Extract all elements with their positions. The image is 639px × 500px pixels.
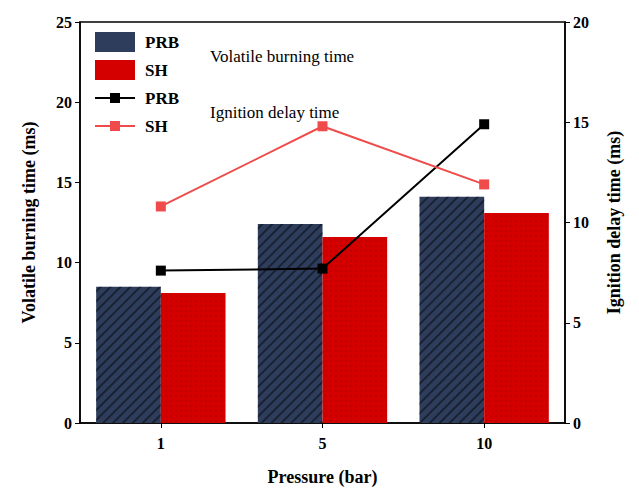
svg-text:0: 0: [64, 415, 72, 432]
svg-text:Volatile burning time (ms): Volatile burning time (ms): [19, 122, 40, 324]
svg-text:25: 25: [56, 14, 72, 31]
svg-text:15: 15: [573, 114, 589, 131]
svg-text:Ignition delay time (ms): Ignition delay time (ms): [604, 131, 625, 315]
svg-text:PRB: PRB: [145, 33, 179, 52]
svg-text:Volatile burning time: Volatile burning time: [210, 47, 354, 66]
svg-text:0: 0: [573, 415, 581, 432]
svg-text:10: 10: [476, 435, 492, 452]
svg-text:10: 10: [56, 254, 72, 271]
svg-text:PRB: PRB: [145, 89, 179, 108]
svg-text:20: 20: [56, 94, 72, 111]
svg-text:SH: SH: [145, 117, 168, 136]
svg-text:SH: SH: [145, 61, 168, 80]
svg-text:5: 5: [64, 334, 72, 351]
svg-text:10: 10: [573, 214, 589, 231]
svg-text:15: 15: [56, 174, 72, 191]
svg-text:1: 1: [157, 435, 165, 452]
svg-text:5: 5: [573, 314, 581, 331]
svg-text:Ignition delay time: Ignition delay time: [210, 103, 339, 122]
svg-text:5: 5: [319, 435, 327, 452]
svg-text:20: 20: [573, 14, 589, 31]
svg-text:Pressure (bar): Pressure (bar): [268, 467, 378, 488]
